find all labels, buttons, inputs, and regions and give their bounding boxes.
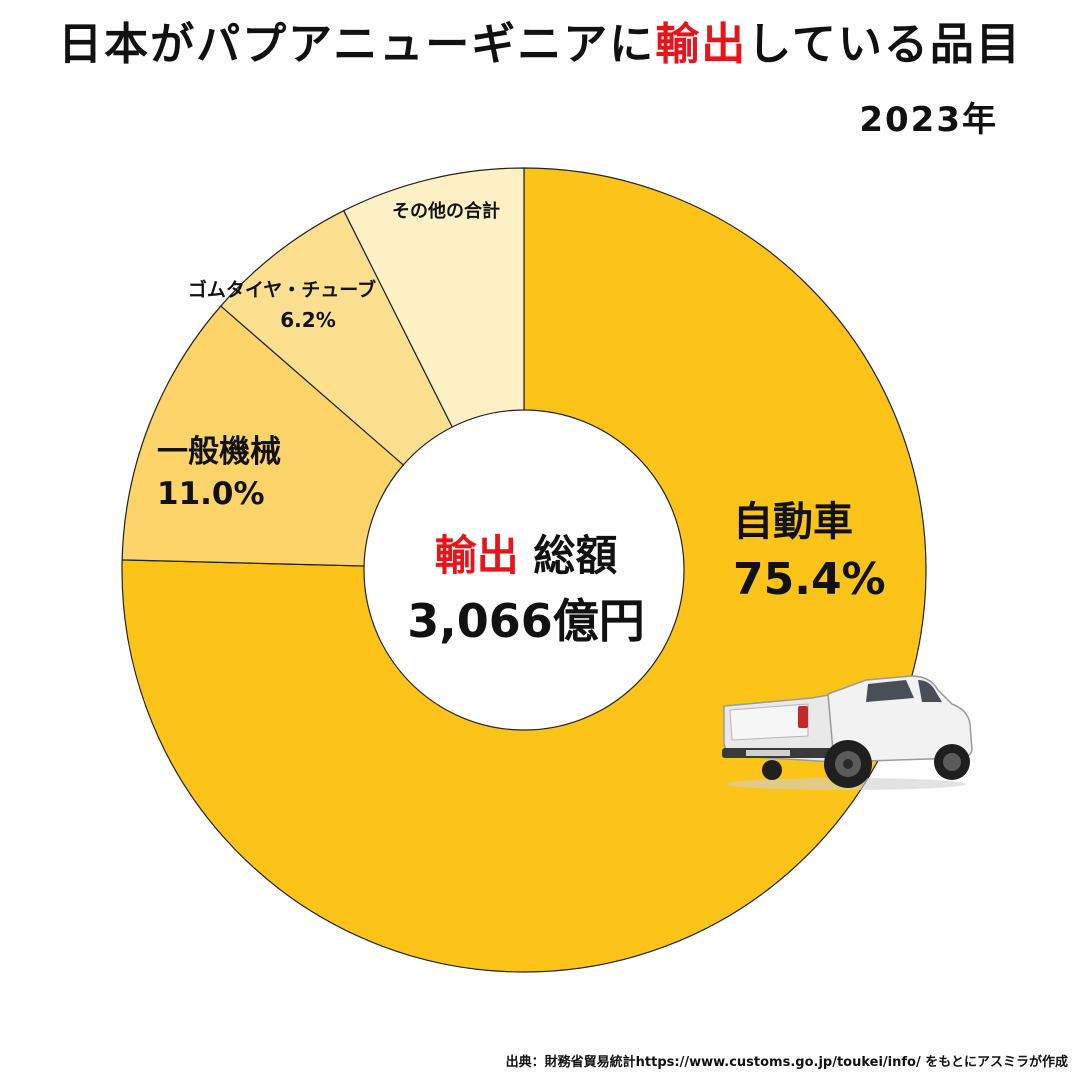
slice-value-2: 11.0% [157,476,265,512]
slice-value-3: 6.2% [280,308,335,332]
source-note: 出典：財務省貿易統計https://www.customs.go.jp/touk… [505,1055,1068,1070]
title-prefix: 日本がパプアニューギニアに [58,19,656,70]
slice-value-1: 75.4% [733,554,886,605]
pickup-truck-image [722,675,973,790]
center-label-text: 総額 [533,531,618,580]
center-total: 輸出 総額 3,066億円 [396,522,656,651]
donut-slices [121,167,927,973]
title-suffix: している品目 [747,19,1022,70]
slice-4 [342,167,525,428]
center-label: 輸出 総額 [396,522,656,583]
slice-label-1: 自動車 [733,499,853,545]
title-highlight: 輸出 [655,19,748,70]
center-highlight: 輸出 [434,531,519,580]
slice-labels: 自動車 75.4% 一般機械 11.0% ゴムタイヤ・チューブ 6.2% その他の合計 [157,200,886,605]
slice-1 [121,167,927,973]
slice-label-3: ゴムタイヤ・チューブ [188,278,376,301]
slice-label-4: その他の合計 [392,200,500,222]
chart-year: 2023年 [859,100,998,140]
center-total-value: 3,066億円 [407,594,645,648]
chart-title: 日本がパプアニューギニアに輸出している品目 [0,8,1080,72]
slice-2 [121,305,405,567]
slice-label-2: 一般機械 [157,434,281,470]
